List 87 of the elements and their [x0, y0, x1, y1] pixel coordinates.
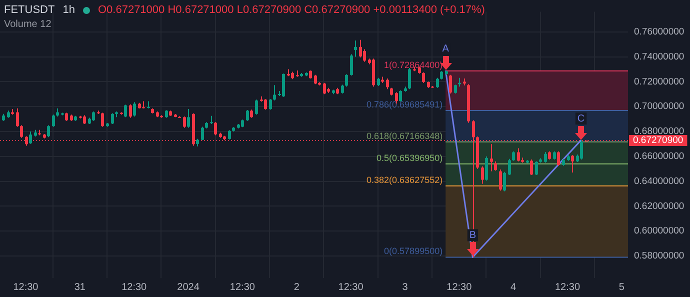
candlestick [92, 111, 95, 122]
candlestick [580, 140, 583, 160]
candlestick [386, 78, 389, 90]
y-tick-label: 0.66000000 [634, 150, 684, 162]
candlestick [101, 112, 104, 128]
y-tick-label: 0.64000000 [634, 176, 684, 187]
candlestick [264, 98, 267, 110]
annotation: Volume 12 [4, 18, 52, 30]
candlestick [354, 40, 357, 58]
candlestick [142, 100, 145, 109]
candlestick [147, 100, 150, 109]
ref-line-label: 0.382(0.63627552) [366, 174, 443, 185]
ref-line-label: 0.5(0.65396950) [376, 152, 443, 163]
candlestick [481, 166, 484, 184]
candlestick [47, 124, 50, 138]
candlestick [490, 144, 493, 172]
candlestick [323, 82, 326, 95]
candlestick [422, 72, 425, 84]
candlestick [571, 154, 574, 174]
ref-line-label: 0(0.57899500) [384, 246, 443, 256]
y-tick-label: 0.58000000 [634, 250, 684, 262]
candlestick [52, 114, 55, 128]
y-tick-label: 0.70000000 [634, 101, 684, 112]
candlestick [485, 156, 488, 182]
candlestick [273, 84, 276, 101]
x-tick-label: 2 [294, 282, 300, 293]
candlestick [363, 48, 366, 62]
x-tick-label: 12:30 [230, 282, 256, 293]
candlestick [111, 112, 114, 124]
candlestick [535, 160, 538, 176]
x-tick-label: 12:30 [338, 282, 364, 293]
candlestick [133, 102, 136, 118]
y-tick-label: 0.62000000 [634, 200, 684, 212]
annotation: A [442, 44, 450, 55]
x-tick-label: 3 [402, 282, 408, 293]
candlestick [20, 124, 23, 138]
ref-line-label: 0.786(0.69685491) [366, 99, 443, 110]
candlestick [530, 158, 533, 176]
candlestick [399, 90, 402, 102]
annotation: B [469, 230, 476, 241]
candlestick [228, 130, 231, 140]
y-tick-label: 0.74000000 [634, 51, 684, 62]
annotation: C [577, 113, 585, 124]
candlestick [512, 150, 515, 162]
candlestick [201, 126, 204, 141]
y-tick-label: 0.68000000 [634, 126, 684, 138]
chart-subtitle: 1h [62, 4, 75, 16]
y-tick-label: 0.60000000 [634, 226, 684, 237]
candlestick [183, 116, 186, 128]
x-tick-label: 4 [510, 282, 517, 293]
x-tick-label: 31 [74, 282, 86, 293]
candlestick [544, 152, 547, 164]
x-tick-label: 12:30 [122, 282, 148, 293]
x-tick-label: 12:30 [13, 282, 39, 293]
candlestick [246, 110, 249, 122]
chart-title: FETUSDT [4, 4, 55, 16]
candlestick [29, 130, 32, 144]
y-tick-label: 0.72000000 [634, 76, 684, 88]
candlestick [494, 160, 497, 172]
candlestick [508, 158, 511, 176]
candlestick [517, 148, 520, 162]
candlestick [499, 168, 502, 192]
candlestick [557, 150, 560, 166]
candlestick [345, 74, 348, 88]
candlestick [359, 39, 362, 58]
candlestick [314, 74, 317, 85]
candlestick [449, 74, 452, 94]
ref-line-label: 0.618(0.67166348) [366, 130, 443, 141]
candlestick [269, 98, 272, 110]
ref-line-label: 0.67270900 [633, 135, 684, 146]
x-tick-label: 2024 [177, 282, 200, 293]
candlestick [214, 122, 217, 136]
candlestick [350, 54, 353, 76]
x-tick-label: 5 [618, 282, 625, 293]
candlestick [503, 171, 506, 192]
candlestick [255, 99, 258, 116]
candlestick [282, 73, 285, 98]
x-tick-label: 12:30 [446, 282, 472, 293]
annotation: O0.67271000 H0.67271000 L0.67270900 C0.67270900 +0.00113400 (+0.17%) [98, 4, 485, 16]
x-tick-label: 12:30 [554, 282, 580, 293]
candlestick [129, 104, 132, 118]
y-tick-label: 0.76000000 [634, 26, 684, 38]
candlestick [16, 108, 19, 128]
candlestick [187, 108, 190, 128]
candlestick [124, 104, 127, 118]
candlestick [436, 77, 439, 88]
ref-line-label: 1(0.72864400) [384, 60, 443, 70]
